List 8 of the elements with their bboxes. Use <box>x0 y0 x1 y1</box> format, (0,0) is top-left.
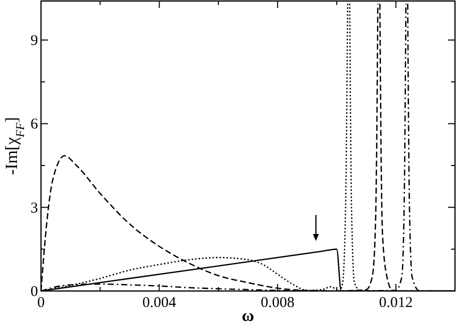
x-tick-label: 0.012 <box>378 295 413 311</box>
y-tick-label: 3 <box>30 200 38 216</box>
y-tick-label: 0 <box>30 284 38 300</box>
y-tick-label: 9 <box>30 33 38 50</box>
x-axis-title: ω <box>242 306 254 324</box>
y-tick-label: 6 <box>30 116 38 133</box>
x-tick-label: 0.004 <box>142 295 177 311</box>
x-tick-label: 0.008 <box>260 295 294 311</box>
